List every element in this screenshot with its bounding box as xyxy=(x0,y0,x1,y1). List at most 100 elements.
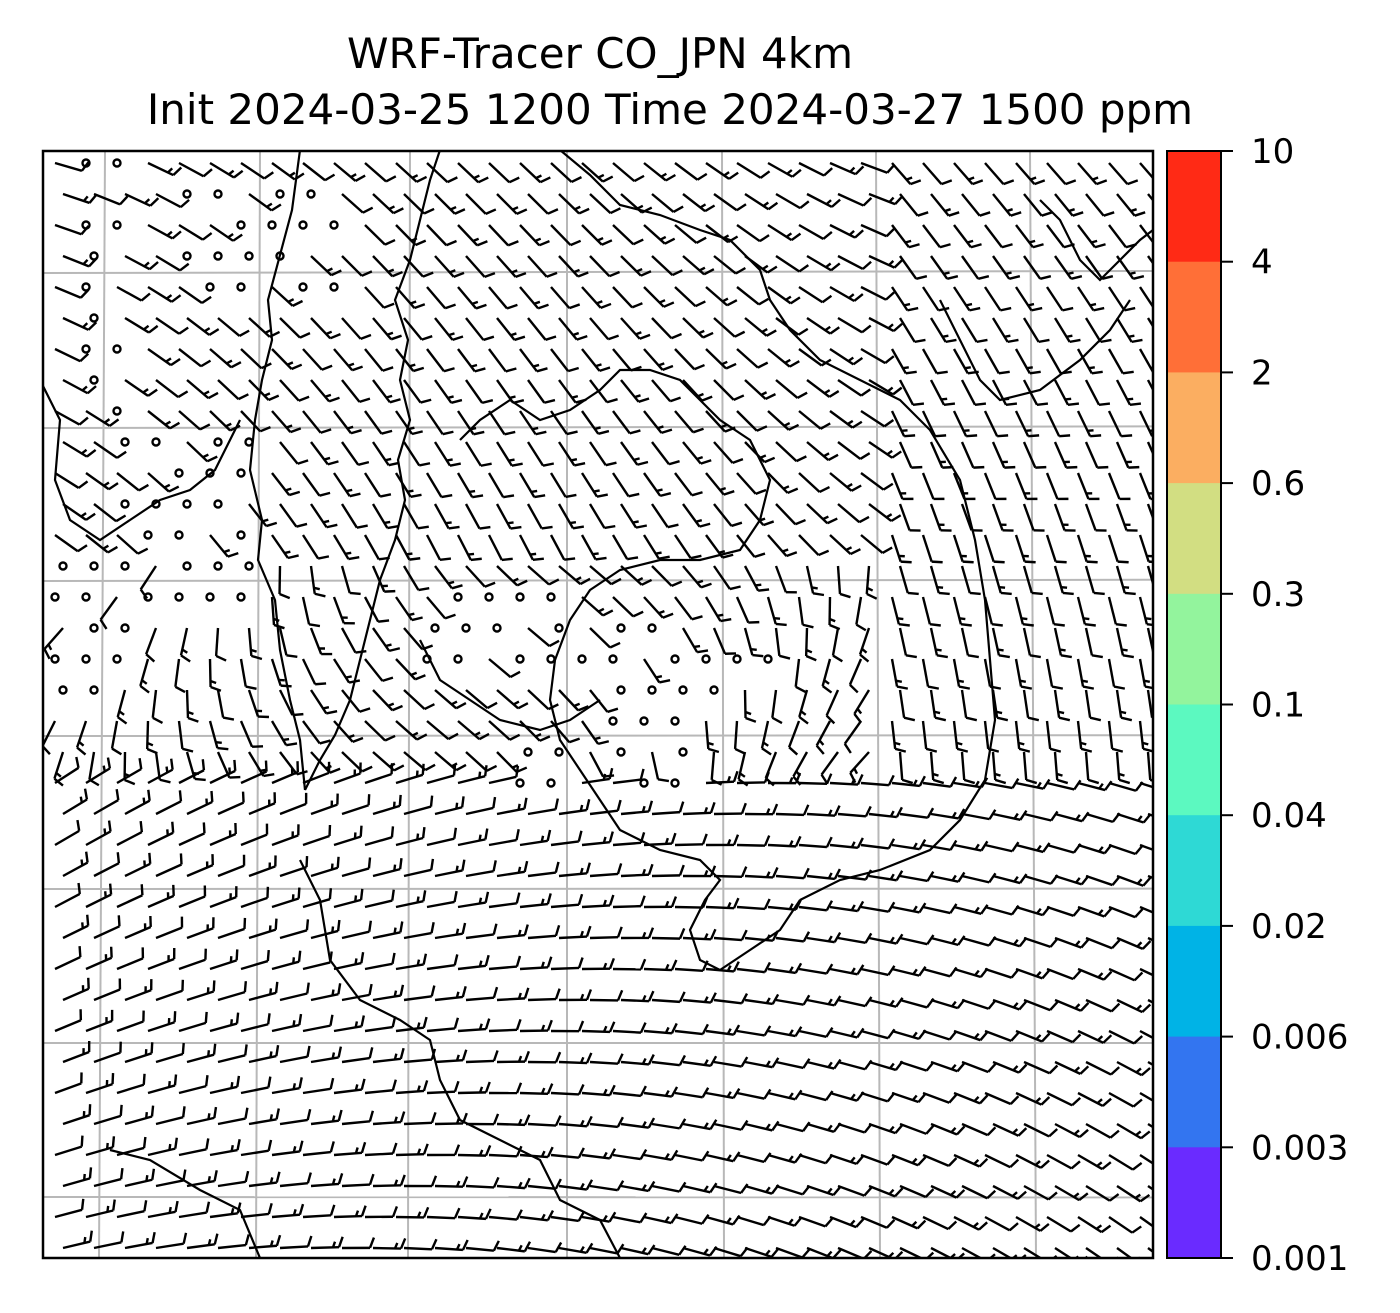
wind-barb xyxy=(178,1075,209,1095)
wind-barb xyxy=(612,596,644,618)
wind-barb xyxy=(744,255,778,274)
wind-barb xyxy=(682,1055,718,1068)
wind-barb xyxy=(43,627,64,660)
wind-barb xyxy=(713,255,746,275)
wind-barb xyxy=(798,1026,834,1038)
colorbar-tick-label: 0.6 xyxy=(1251,464,1305,504)
wind-barb xyxy=(798,963,834,975)
wind-barb xyxy=(1085,1122,1120,1139)
wind-barb xyxy=(1045,534,1067,564)
wind-barb xyxy=(279,503,308,528)
wind-barb xyxy=(868,806,903,819)
wind-barb xyxy=(496,1241,532,1253)
wind-barb xyxy=(372,1111,406,1126)
lat-lon-gridlines xyxy=(43,151,1153,1258)
wind-barb xyxy=(395,1016,428,1033)
wind-barb xyxy=(116,472,150,492)
calm-wind-marker xyxy=(89,561,99,571)
wind-barb xyxy=(279,317,311,339)
wind-barb xyxy=(922,1091,958,1104)
wind-barb xyxy=(929,441,954,469)
calm-wind-marker xyxy=(546,778,556,788)
wind-barb xyxy=(713,929,748,942)
wind-barb xyxy=(495,503,522,530)
wind-barb xyxy=(952,286,981,312)
parallel-line xyxy=(43,270,1153,274)
wind-barb xyxy=(589,255,621,278)
wind-barb xyxy=(1085,1060,1120,1076)
wind-barb xyxy=(1138,658,1153,690)
calm-wind-marker xyxy=(275,251,285,261)
wind-barb xyxy=(240,162,274,180)
wind-barb xyxy=(85,883,113,909)
wind-barb xyxy=(426,410,454,436)
wind-barb xyxy=(612,768,645,785)
wind-barb xyxy=(953,1153,989,1168)
wind-barb xyxy=(829,1027,865,1039)
wind-barb xyxy=(185,689,199,723)
wind-barb xyxy=(1014,658,1033,690)
wind-barb xyxy=(177,720,194,753)
wind-barb xyxy=(341,689,371,713)
wind-barb xyxy=(332,534,360,561)
wind-barb xyxy=(898,441,923,469)
wind-barb xyxy=(992,809,1028,821)
wind-barb xyxy=(54,1198,85,1219)
wind-barb xyxy=(364,952,396,971)
calm-wind-marker xyxy=(236,282,246,292)
wind-barb xyxy=(433,441,461,467)
wind-barb xyxy=(426,224,457,247)
wind-barb xyxy=(465,193,497,215)
wind-barb xyxy=(806,868,841,881)
calm-wind-marker xyxy=(213,499,223,509)
wind-barb xyxy=(271,950,302,971)
calm-wind-marker xyxy=(213,437,223,447)
wind-barb xyxy=(1085,1184,1120,1202)
wind-barb xyxy=(860,965,896,977)
wind-barb xyxy=(961,255,990,281)
wind-barb xyxy=(85,472,119,491)
wind-barb xyxy=(395,890,427,909)
wind-barb xyxy=(1046,967,1082,981)
calm-wind-marker xyxy=(546,592,556,602)
wind-barb xyxy=(248,855,277,878)
calm-wind-marker xyxy=(120,437,130,447)
calm-wind-marker xyxy=(709,685,719,695)
wind-barb xyxy=(837,932,873,945)
wind-barb xyxy=(174,658,186,694)
wind-barb xyxy=(434,565,463,590)
wind-barb xyxy=(1146,379,1153,393)
colorbar-band xyxy=(1167,593,1221,705)
wind-barb xyxy=(214,627,227,662)
calm-wind-marker xyxy=(616,747,626,757)
coastline-korea-east xyxy=(248,151,307,791)
wind-barb xyxy=(116,947,145,971)
wind-barb xyxy=(806,503,838,525)
wind-barb xyxy=(333,472,361,498)
wind-barb xyxy=(271,887,301,909)
calm-wind-marker xyxy=(267,220,277,230)
wind-barb xyxy=(1077,1215,1112,1234)
wind-barb xyxy=(922,1215,958,1231)
wind-barb xyxy=(124,316,159,334)
wind-barb xyxy=(705,472,735,496)
wind-barb xyxy=(775,192,810,210)
wind-barb xyxy=(403,1048,437,1064)
wind-barb xyxy=(116,884,144,909)
calm-wind-marker xyxy=(205,592,215,602)
wind-barb xyxy=(620,1117,656,1129)
wind-barb xyxy=(705,1024,741,1036)
wind-barb xyxy=(496,317,526,342)
calm-wind-marker xyxy=(213,189,223,199)
wind-barb xyxy=(496,1177,531,1190)
wind-barb xyxy=(372,689,403,712)
wind-barb xyxy=(239,720,264,748)
wind-barb xyxy=(1115,751,1131,785)
wind-barb xyxy=(403,922,435,940)
wind-barb xyxy=(302,761,331,785)
wind-barb xyxy=(767,286,801,305)
wind-barb xyxy=(209,224,243,242)
wind-barb xyxy=(581,224,613,246)
wind-barb xyxy=(651,1181,687,1193)
wind-barb xyxy=(1108,1091,1143,1108)
